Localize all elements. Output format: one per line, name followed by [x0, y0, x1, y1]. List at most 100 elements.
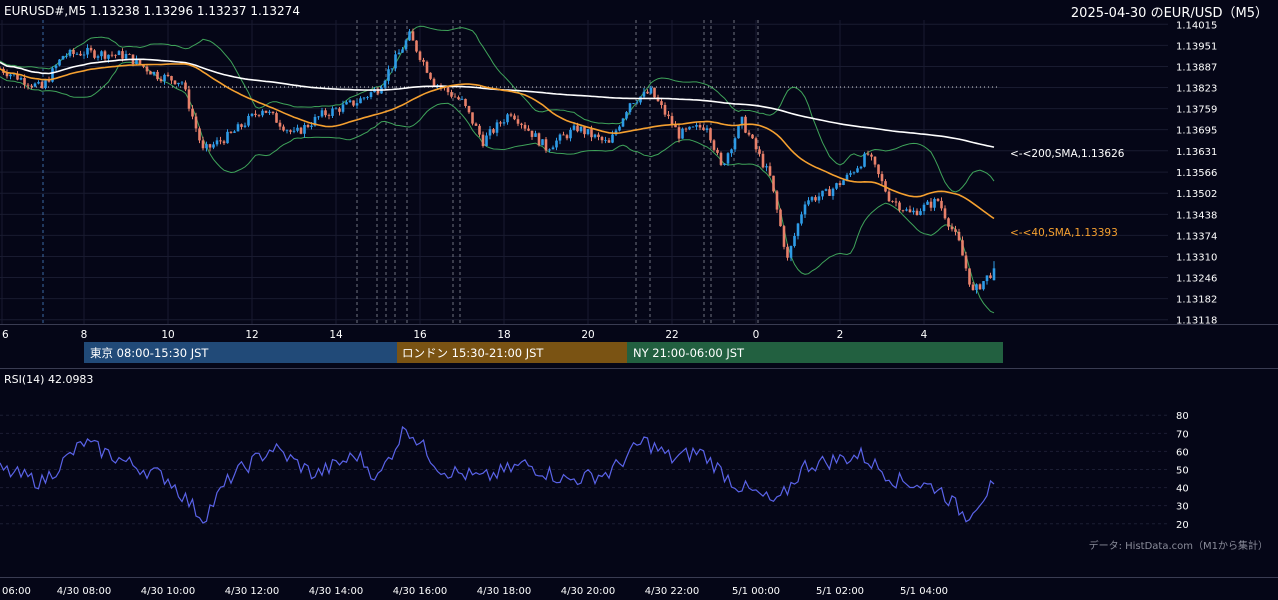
hour-tick-label: 16	[413, 329, 427, 341]
candle-body	[310, 125, 313, 127]
candle-body	[65, 55, 68, 57]
datetime-tick-label: 4/30 10:00	[141, 586, 195, 597]
candle-body	[992, 268, 996, 281]
candle-body	[656, 97, 660, 102]
candle-body	[261, 110, 264, 116]
candle-body	[12, 73, 16, 75]
candle-body	[838, 183, 842, 186]
hour-tick-label: 4	[921, 329, 928, 341]
session-newyork-label: NY 21:00-06:00 JST	[633, 346, 745, 360]
candle-body	[611, 134, 614, 143]
candle-body	[831, 188, 835, 196]
candle-body	[453, 96, 457, 98]
candle-body	[901, 210, 905, 212]
candle-body	[432, 78, 436, 86]
price-tick-label: 1.13695	[1176, 126, 1217, 137]
candle-body	[156, 71, 159, 80]
candle-body	[516, 119, 520, 124]
candle-body	[646, 91, 649, 94]
candle-body	[275, 113, 278, 123]
candle-body	[814, 197, 817, 201]
candle-body	[152, 71, 156, 75]
candle-body	[135, 58, 138, 65]
candle-body	[145, 66, 149, 72]
candle-body	[79, 53, 82, 56]
candle-body	[695, 125, 698, 127]
hour-tick-label: 2	[837, 329, 844, 341]
rsi-tick-label: 40	[1176, 484, 1189, 495]
price-tick-label: 1.14015	[1176, 20, 1217, 31]
candle-body	[716, 149, 719, 153]
candle-body	[621, 118, 625, 127]
datetime-tick-label: 4/30 16:00	[393, 586, 447, 597]
candle-body	[481, 134, 485, 146]
candle-body	[394, 54, 397, 69]
candle-body	[82, 54, 86, 56]
candle-body	[429, 72, 432, 79]
candle-body	[404, 40, 408, 50]
candle-body	[96, 56, 100, 58]
candle-body	[320, 110, 324, 117]
candle-body	[856, 168, 859, 173]
hour-tick-label: 14	[329, 329, 343, 341]
candle-body	[751, 134, 754, 139]
candle-body	[222, 141, 226, 144]
source-note: データ: HistData.com（M1から集計）	[1089, 539, 1268, 552]
candle-body	[747, 132, 751, 135]
candle-body	[282, 126, 285, 131]
price-tick-label: 1.13759	[1176, 105, 1217, 116]
candle-body	[51, 68, 54, 82]
candle-body	[527, 128, 530, 131]
candle-body	[159, 79, 163, 82]
symbol-info: EURUSD#,M5 1.13238 1.13296 1.13237 1.132…	[4, 4, 300, 18]
candle-body	[870, 154, 873, 157]
candle-body	[908, 209, 912, 213]
candle-body	[733, 138, 737, 150]
candle-body	[583, 126, 586, 135]
moving-averages	[0, 58, 995, 220]
candle-body	[173, 80, 177, 85]
sma40-line	[0, 62, 995, 220]
candle-body	[705, 128, 709, 130]
candle-body	[93, 50, 96, 58]
candle-body	[40, 82, 44, 89]
candle-body	[607, 140, 611, 143]
candle-body	[670, 116, 674, 125]
candle-body	[688, 126, 691, 130]
candle-body	[761, 153, 765, 168]
datetime-tick-label: 4/30 20:00	[561, 586, 615, 597]
price-tick-label: 1.13502	[1176, 189, 1217, 200]
price-tick-label: 1.13182	[1176, 295, 1217, 306]
candle-body	[723, 163, 726, 165]
candle-body	[54, 65, 58, 69]
candle-body	[866, 153, 870, 155]
candle-body	[446, 87, 450, 93]
candle-body	[726, 153, 730, 164]
candle-body	[128, 53, 131, 55]
candle-body	[915, 210, 919, 216]
hour-tick-label: 10	[161, 329, 174, 341]
candle-body	[600, 136, 604, 141]
candle-body	[124, 53, 128, 59]
candle-body	[450, 92, 453, 97]
rsi-line	[0, 425, 995, 524]
sma200-label: <-<200,SMA,1.13626	[1010, 148, 1125, 160]
price-tick-label: 1.13310	[1176, 252, 1217, 263]
candle-body	[639, 96, 642, 103]
candle-body	[103, 51, 107, 59]
candle-body	[905, 209, 908, 211]
candle-body	[75, 53, 79, 55]
candle-body	[537, 133, 541, 146]
candle-body	[401, 49, 404, 53]
candle-body	[576, 125, 579, 132]
datetime-axis: 06:00 4/30 08:00 4/30 10:00 4/30 12:00 4/30 …	[2, 586, 948, 597]
candle-body	[194, 116, 198, 129]
candle-body	[964, 255, 968, 269]
datetime-tick-label: 4/30 22:00	[645, 586, 699, 597]
candle-body	[520, 123, 523, 125]
candle-body	[303, 124, 306, 134]
candle-body	[775, 191, 779, 210]
candle-body	[425, 61, 429, 73]
candle-body	[26, 84, 30, 86]
candle-body	[247, 115, 250, 126]
